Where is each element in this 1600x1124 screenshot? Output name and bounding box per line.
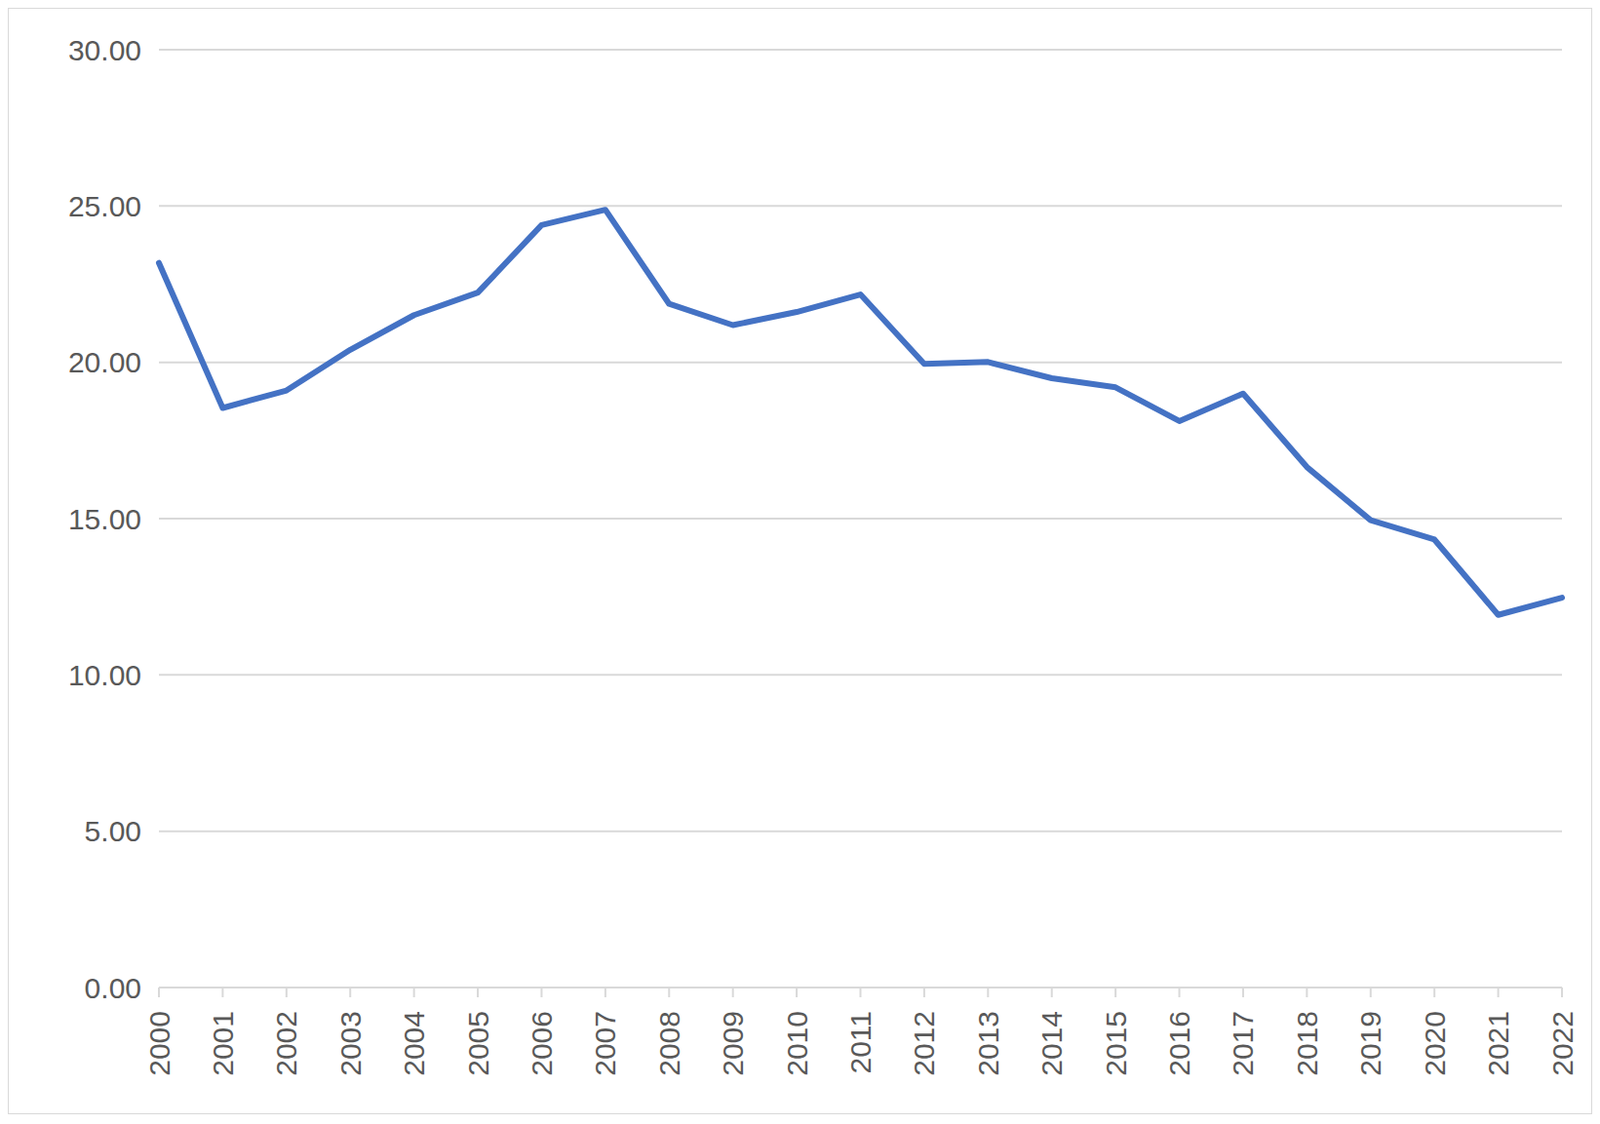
svg-text:0.00: 0.00 [84, 972, 142, 1005]
svg-text:2013: 2013 [972, 1011, 1005, 1077]
svg-text:2017: 2017 [1226, 1011, 1259, 1077]
svg-text:2000: 2000 [143, 1011, 176, 1077]
svg-text:2006: 2006 [525, 1011, 558, 1077]
svg-text:10.00: 10.00 [68, 659, 142, 692]
svg-text:2002: 2002 [270, 1011, 303, 1077]
svg-text:2009: 2009 [716, 1011, 749, 1077]
svg-text:2018: 2018 [1290, 1011, 1324, 1077]
svg-text:2014: 2014 [1035, 1011, 1068, 1077]
svg-text:2007: 2007 [588, 1011, 622, 1077]
svg-text:15.00: 15.00 [68, 503, 142, 536]
svg-text:2004: 2004 [397, 1011, 430, 1077]
svg-text:2005: 2005 [462, 1011, 495, 1077]
svg-text:2022: 2022 [1546, 1011, 1579, 1077]
svg-text:2012: 2012 [907, 1011, 940, 1077]
svg-text:2003: 2003 [334, 1011, 367, 1077]
svg-text:2019: 2019 [1354, 1011, 1387, 1077]
svg-text:2001: 2001 [206, 1011, 239, 1077]
svg-text:20.00: 20.00 [68, 346, 142, 379]
svg-text:2021: 2021 [1482, 1011, 1515, 1077]
svg-text:2008: 2008 [653, 1011, 686, 1077]
svg-text:2020: 2020 [1418, 1011, 1451, 1077]
svg-text:2015: 2015 [1099, 1011, 1132, 1077]
svg-text:5.00: 5.00 [84, 815, 142, 848]
svg-text:30.00: 30.00 [68, 34, 142, 67]
svg-text:25.00: 25.00 [68, 190, 142, 223]
svg-text:2016: 2016 [1163, 1011, 1196, 1077]
svg-text:2011: 2011 [844, 1011, 877, 1075]
svg-text:2010: 2010 [780, 1011, 814, 1077]
